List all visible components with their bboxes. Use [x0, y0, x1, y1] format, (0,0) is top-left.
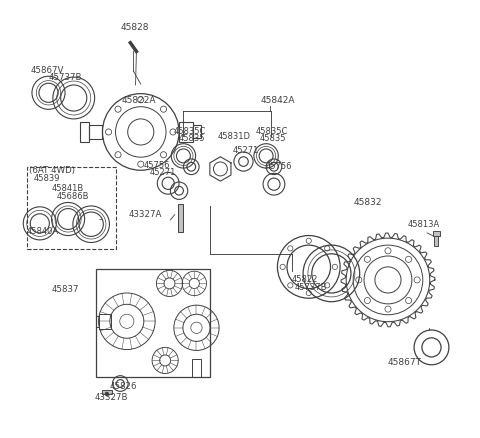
Text: 45840A: 45840A	[27, 226, 59, 236]
Bar	[98, 314, 111, 328]
Text: 43327B: 43327B	[94, 393, 128, 402]
Bar	[27, 167, 116, 250]
Bar	[434, 234, 438, 246]
Text: 45826: 45826	[109, 382, 137, 391]
Bar	[192, 359, 201, 377]
Text: 45835: 45835	[178, 134, 204, 143]
Text: 45835: 45835	[260, 134, 286, 143]
Text: 45867V: 45867V	[30, 66, 63, 74]
Bar	[96, 268, 210, 377]
Text: 45737B: 45737B	[48, 73, 82, 82]
Text: 45835C: 45835C	[255, 127, 288, 136]
Text: 45835C: 45835C	[174, 127, 206, 136]
Text: (6AT 4WD): (6AT 4WD)	[29, 166, 75, 176]
Text: 45839: 45839	[33, 174, 60, 184]
Text: 45813A: 45813A	[408, 219, 440, 229]
Text: 45686B: 45686B	[56, 192, 89, 201]
Text: 43327A: 43327A	[128, 210, 162, 219]
Text: 45756: 45756	[144, 161, 170, 170]
Text: 45832: 45832	[354, 198, 383, 207]
Circle shape	[105, 392, 109, 396]
Bar	[178, 204, 182, 232]
Text: 45842A: 45842A	[261, 96, 295, 105]
Text: 45756: 45756	[265, 162, 292, 171]
Text: 45822: 45822	[291, 276, 318, 284]
Bar	[88, 125, 102, 139]
Text: 45271: 45271	[232, 145, 259, 155]
Bar	[193, 125, 201, 138]
Bar	[102, 390, 112, 394]
Bar	[80, 122, 88, 141]
Text: 45867T: 45867T	[387, 358, 421, 367]
Text: 45271: 45271	[149, 168, 176, 177]
Text: 45841B: 45841B	[52, 184, 84, 193]
Bar	[179, 122, 193, 141]
Bar	[433, 231, 440, 236]
Text: 45822A: 45822A	[121, 96, 156, 105]
Text: 45737B: 45737B	[294, 283, 327, 292]
Text: 45837: 45837	[51, 285, 79, 294]
Text: 45831D: 45831D	[217, 132, 251, 141]
Text: 45828: 45828	[120, 23, 149, 32]
